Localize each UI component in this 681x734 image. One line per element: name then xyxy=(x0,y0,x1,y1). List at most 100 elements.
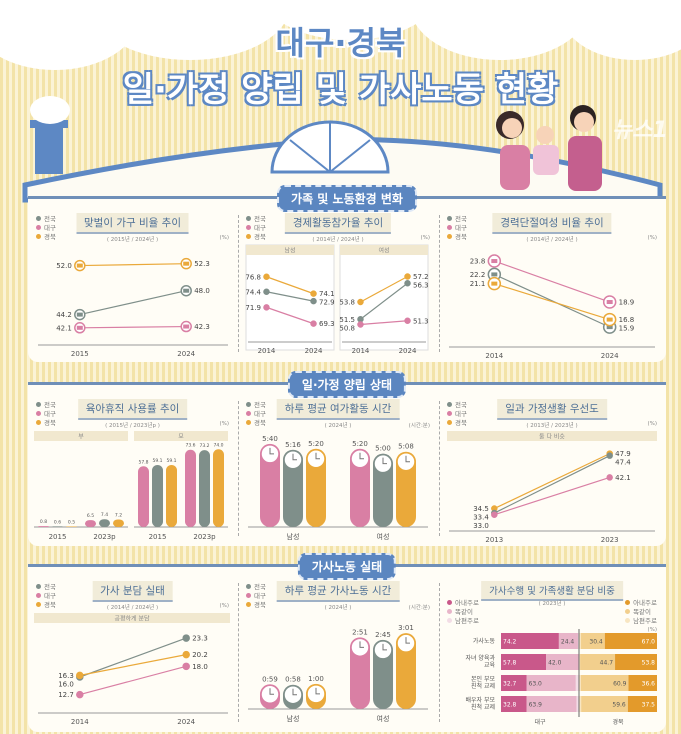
series-line-대구 xyxy=(266,306,314,325)
plot: 남성 5:40 5:16 5:20 여성 5:20 5:00 5:08 xyxy=(248,435,428,541)
legend-item: 경북 xyxy=(447,419,467,428)
data-label: 73.2 xyxy=(199,443,209,449)
legend-label: 경북 xyxy=(44,601,56,609)
legend-item: 경북 xyxy=(246,233,266,242)
legend-label: 대구 xyxy=(254,224,266,232)
series-line-대구 xyxy=(360,320,408,326)
title-main: 일·가정 양립 및 가사노동 현황 xyxy=(122,70,559,110)
bar-똑같이-대구 xyxy=(546,654,579,670)
bar-아내주로-경북 xyxy=(615,654,657,670)
legend-label: 남편주로 xyxy=(633,617,657,625)
series-line-대구 xyxy=(79,325,187,329)
x-tick-label: 2024 xyxy=(601,352,619,360)
bar-아내주로-대구 xyxy=(501,675,527,691)
chart-title: 경제활동참가율 추이 xyxy=(284,213,392,234)
series-line-경북 xyxy=(494,283,610,321)
data-point-전국 xyxy=(357,316,364,323)
bar-전국 xyxy=(52,526,63,527)
x-tick-label: 2024 xyxy=(305,347,323,355)
data-label: 74.0 xyxy=(213,442,223,448)
series-line-전국 xyxy=(266,291,314,302)
legend-label: 대구 xyxy=(455,410,467,418)
chart-priority: 전국 대구 경북 일과 가정생활 우선도 ( 2013년 / 2023년 ) (%) 둘 다… xyxy=(441,397,663,544)
data-label: 36.6 xyxy=(642,681,656,688)
legend-item: 전국 xyxy=(246,401,266,410)
plot: 공평하게 분담 2014 2024 16.0 23.3 16.3 20.2 12.7 18.0 xyxy=(34,613,230,726)
plot: 가사노동 74.2 24.4 67.0 30.4 자녀 양육과 교육 57.8 42.0 53.8… xyxy=(465,629,657,726)
data-label: 51.3 xyxy=(413,317,429,325)
legend-item: 아내주로 xyxy=(447,599,479,608)
group-label: 경북 xyxy=(612,719,624,726)
marker-icon xyxy=(183,288,190,293)
subpanel-header xyxy=(34,431,128,441)
legend-item: 전국 xyxy=(447,401,467,410)
data-label: 5:20 xyxy=(352,440,368,448)
bar-경북 xyxy=(166,464,177,527)
legend-label: 똑같이 xyxy=(633,608,652,616)
data-point-경북 xyxy=(404,273,411,280)
bar-대구 xyxy=(185,449,196,527)
chart-unit: (%) xyxy=(647,235,657,241)
data-label: 73.6 xyxy=(185,443,195,449)
bar-아내주로-경북 xyxy=(628,675,657,691)
bar-똑같이-경북 xyxy=(580,654,616,670)
bar-똑같이-대구 xyxy=(526,696,577,712)
legend-item: 전국 xyxy=(36,401,56,410)
data-label: 5:16 xyxy=(285,441,301,449)
clock-hands xyxy=(292,688,297,696)
legend-label: 아내주로 xyxy=(455,599,479,607)
legend-label: 전국 xyxy=(44,401,56,409)
section-title: 일·가정 양립 상태 xyxy=(287,371,407,398)
x-tick-label: 2013 xyxy=(485,536,503,544)
data-label: 21.1 xyxy=(470,280,486,288)
chart-period: ( 2024년 ) xyxy=(324,605,352,611)
data-label: 16.0 xyxy=(58,680,74,688)
data-label: 7.4 xyxy=(101,512,108,518)
data-label: 42.1 xyxy=(56,324,72,332)
chart-housework-share: 전국 대구 경북 가사 분담 실태 ( 2014년 / 2024년 ) (%) 공평하게 분… xyxy=(30,579,235,726)
legend: 전국 대구 경북 xyxy=(246,215,266,242)
bar-아내주로-대구 xyxy=(501,696,527,712)
data-label: 24.4 xyxy=(561,639,575,646)
legend-item: 경북 xyxy=(246,419,266,428)
chart-period: ( 2015년 / 2023년p ) xyxy=(105,423,160,429)
data-point-대구 xyxy=(182,662,190,671)
series-line-대구 xyxy=(494,476,610,516)
x-tick-label: 남성 xyxy=(287,714,300,723)
data-label: 56.3 xyxy=(413,282,429,290)
legend-label: 경북 xyxy=(455,233,467,241)
subpanel-header xyxy=(134,431,228,441)
chart-title: 일과 가정생활 우선도 xyxy=(497,399,607,420)
data-label: 0.5 xyxy=(68,519,75,525)
chart-dual-income: 전국 대구 경북 맞벌이 가구 비율 추이 ( 2015년 / 2024년 ) (%) 20… xyxy=(30,211,235,358)
data-label: 37.5 xyxy=(642,702,656,709)
data-label: 60.9 xyxy=(613,681,627,688)
marker-icon xyxy=(183,261,190,266)
data-label: 53.8 xyxy=(339,299,355,307)
series-line-대구 xyxy=(79,665,187,696)
data-label: 2:45 xyxy=(375,631,391,639)
x-tick-label: 2023 xyxy=(601,536,619,544)
series-line-경북 xyxy=(494,453,610,510)
series-line-전국 xyxy=(494,273,610,328)
data-label: 5:20 xyxy=(308,440,324,448)
data-label: 52.3 xyxy=(194,260,210,268)
data-label: 12.7 xyxy=(58,691,74,699)
data-label: 72.9 xyxy=(319,299,335,307)
category-label: 본인 부모 친척 교제 xyxy=(471,676,495,690)
category-label: 자녀 양육과 교육 xyxy=(465,654,495,669)
x-tick-label: 2014 xyxy=(352,347,370,355)
legend-item: 전국 xyxy=(246,215,266,224)
clock-hands xyxy=(269,447,274,455)
legend-item: 똑같이 xyxy=(447,608,479,617)
data-label: 18.0 xyxy=(192,663,208,671)
bar-전국 xyxy=(199,450,210,527)
data-label: 1:00 xyxy=(308,675,324,683)
x-tick-label: 2024 xyxy=(177,350,195,358)
bar-똑같이-경북 xyxy=(581,633,605,649)
marker-icon xyxy=(76,325,83,330)
bar-전국 xyxy=(283,449,303,527)
clock-hands xyxy=(405,637,410,644)
bar-대구 xyxy=(138,466,149,527)
legend-item: 경북 xyxy=(36,233,56,242)
